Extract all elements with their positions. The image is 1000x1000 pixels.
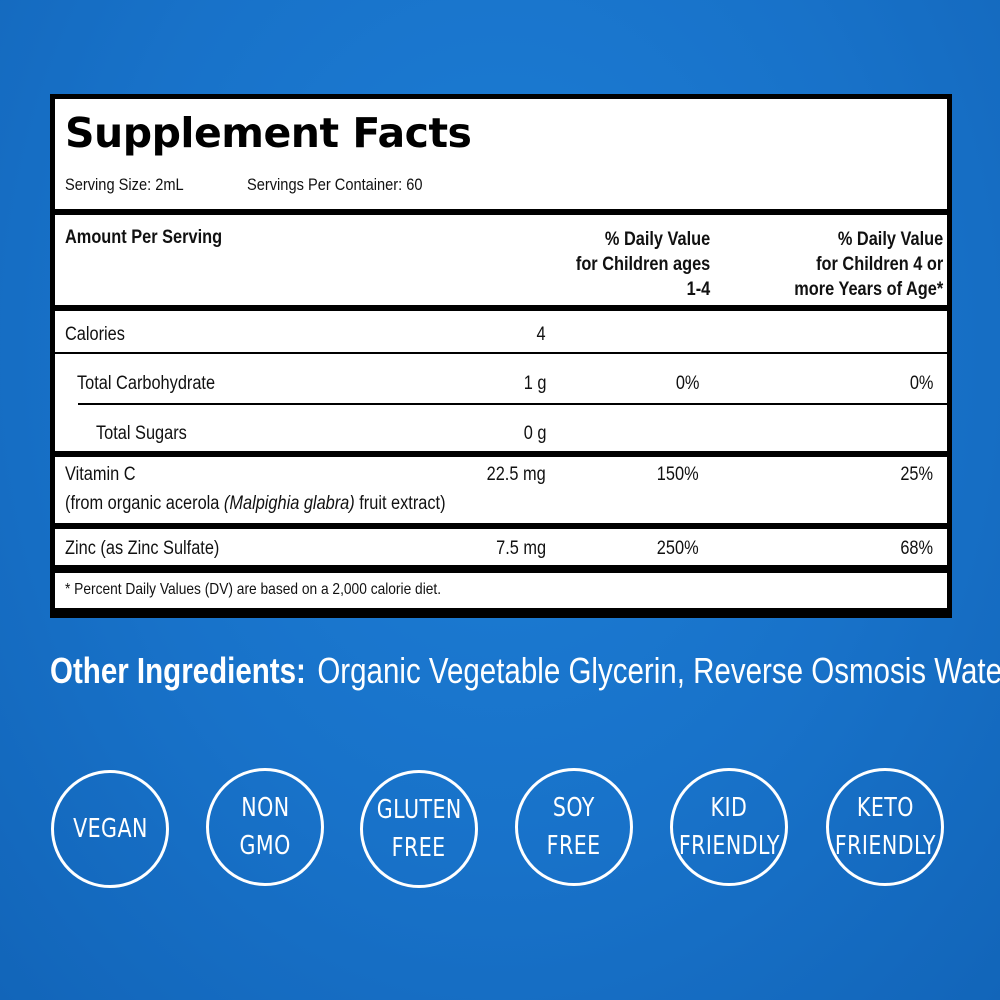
badge-line2: FREE	[547, 831, 601, 861]
zinc-label: Zinc (as Zinc Sulfate)	[65, 538, 220, 559]
supplement-facts-panel: Supplement Facts Serving Size: 2mL Servi…	[50, 94, 952, 618]
total-carbohydrate-dv1: 0%	[675, 373, 699, 394]
other-ingredients: Other Ingredients: Organic Vegetable Glyc…	[50, 650, 1000, 698]
dv1-line2: for Children ages	[575, 254, 710, 275]
badge-line1: SOY	[553, 793, 595, 823]
zinc-dv1: 250%	[657, 538, 699, 559]
badge-line1: VEGAN	[72, 814, 148, 844]
total-carbohydrate-dv2: 0%	[909, 373, 933, 394]
amount-per-serving-label: Amount Per Serving	[65, 227, 223, 248]
dv2-line3: more Years of Age*	[794, 279, 943, 300]
badge-line2: FREE	[392, 833, 446, 863]
serving-size: Serving Size: 2mL	[65, 175, 184, 194]
badge-line2: FRIENDLY	[678, 831, 780, 861]
vitamin-c-source: (from organic acerola (Malpighia glabra)…	[65, 493, 446, 515]
vitamin-c-section: Vitamin C (from organic acerola (Malpigh…	[55, 457, 947, 523]
facts-header-section: Amount Per Serving % Daily Value for Chi…	[55, 215, 947, 305]
certification-badges: VEGAN NON GMO GLUTEN FREE SOY FREE KID F…	[0, 768, 1000, 892]
calories-amount: 4	[536, 324, 546, 345]
vitamin-c-amount: 22.5 mg	[486, 464, 546, 485]
dv2-line1: % Daily Value	[837, 229, 943, 250]
zinc-section: Zinc (as Zinc Sulfate) 7.5 mg 250% 68%	[55, 529, 947, 565]
other-ingredients-value: Organic Vegetable Glycerin, Reverse Osmo…	[317, 650, 1000, 691]
non-gmo-badge: NON GMO	[206, 768, 324, 886]
soy-free-badge: SOY FREE	[515, 768, 633, 886]
facts-title-section: Supplement Facts Serving Size: 2mL Servi…	[55, 99, 947, 209]
badge-line2: FRIENDLY	[834, 831, 936, 861]
dv2-line2: for Children 4 or	[815, 254, 943, 275]
daily-value-footnote: * Percent Daily Values (DV) are based on…	[65, 581, 442, 598]
servings-per-container: Servings Per Container: 60	[247, 175, 423, 194]
gluten-free-badge: GLUTEN FREE	[360, 770, 478, 888]
total-carbohydrate-label: Total Carbohydrate	[77, 373, 216, 394]
vitamin-c-latin-name: (Malpighia glabra)	[223, 493, 355, 514]
divider	[55, 352, 947, 354]
badge-line1: NON	[240, 793, 290, 823]
calories-label: Calories	[65, 324, 125, 345]
vegan-badge: VEGAN	[51, 770, 169, 888]
dv-children-1-4-header: % Daily Value for Children ages 1-4	[576, 227, 710, 302]
vitamin-c-label: Vitamin C	[65, 464, 136, 485]
dv1-line3: 1-4	[686, 279, 710, 300]
vitamin-c-source-suffix: fruit extract)	[354, 493, 446, 514]
other-ingredients-label: Other Ingredients:	[50, 650, 306, 691]
total-sugars-amount: 0 g	[523, 423, 546, 444]
dv-children-4-plus-header: % Daily Value for Children 4 or more Yea…	[794, 227, 943, 302]
zinc-dv2: 68%	[900, 538, 933, 559]
badge-line1: KETO	[856, 793, 914, 823]
facts-title: Supplement Facts	[65, 109, 472, 157]
total-sugars-label: Total Sugars	[96, 423, 187, 444]
badge-line1: KID	[710, 793, 748, 823]
vitamin-c-dv2: 25%	[900, 464, 933, 485]
badge-line2: GMO	[239, 831, 291, 861]
keto-friendly-badge: KETO FRIENDLY	[826, 768, 944, 886]
badge-line1: GLUTEN	[376, 795, 462, 825]
kid-friendly-badge: KID FRIENDLY	[670, 768, 788, 886]
vitamin-c-source-text: (from organic acerola	[65, 493, 224, 514]
vitamin-c-dv1: 150%	[657, 464, 699, 485]
zinc-amount: 7.5 mg	[496, 538, 546, 559]
divider	[78, 403, 947, 405]
footnote-section: * Percent Daily Values (DV) are based on…	[55, 573, 947, 608]
calories-section: Calories 4 Total Carbohydrate 1 g 0% 0% …	[55, 311, 947, 451]
dv1-line1: % Daily Value	[604, 229, 710, 250]
total-carbohydrate-amount: 1 g	[523, 373, 546, 394]
